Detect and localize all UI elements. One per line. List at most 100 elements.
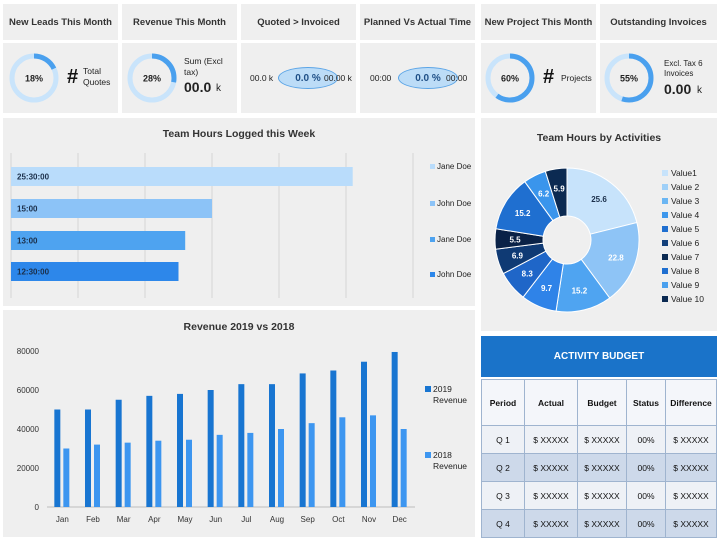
- x-tick-label: Jun: [209, 515, 222, 524]
- revenue-value: 00.0: [184, 79, 212, 95]
- revenue-panel: Revenue 2019 vs 2018 0 20000 40000 60000 800…: [3, 310, 475, 537]
- outstanding-note: Excl. Tax 6 Invoices: [664, 59, 703, 78]
- budget-col-header: Budget: [577, 379, 627, 426]
- budget-header: ACTIVITY BUDGET: [481, 336, 717, 377]
- kpi-header-planned: Planned Vs Actual Time: [360, 4, 475, 40]
- quoted-percent-pill: 0.0 %: [278, 67, 338, 89]
- donut-slice: [580, 221, 640, 299]
- ring-percent-label: 60%: [501, 74, 519, 84]
- revenue-bar: [177, 393, 183, 507]
- kpi-card-new-project: 60% # Projects: [481, 43, 596, 113]
- slice-label: 22.8: [608, 254, 624, 263]
- x-tick-label: May: [177, 515, 192, 524]
- budget-cell: $ XXXXX: [524, 453, 578, 482]
- budget-col-header: Actual: [524, 379, 578, 426]
- x-tick-label: Nov: [362, 515, 376, 524]
- ring-percent-label: 28%: [143, 74, 161, 84]
- legend-swatch: [425, 386, 431, 392]
- revenue-title: Revenue 2019 vs 2018: [183, 321, 295, 333]
- projects-label: Projects: [561, 73, 592, 83]
- outstanding-unit: k: [697, 85, 702, 96]
- legend-swatch: [430, 201, 435, 206]
- kpi-header-label: Outstanding Invoices: [610, 16, 707, 28]
- budget-cell: $ XXXXX: [665, 425, 717, 454]
- budget-cell: $ XXXXX: [577, 453, 627, 482]
- budget-cell: $ XXXXX: [524, 425, 578, 454]
- kpi-card-quoted: 00.0 k 0.0 % 00.00 k: [241, 43, 356, 113]
- slice-label: 6.9: [512, 252, 524, 261]
- revenue-bar: [238, 384, 245, 507]
- revenue-bar: [299, 373, 306, 507]
- legend-label: Value 4: [671, 210, 699, 220]
- revenue-note: Sum (Excl tax): [184, 56, 223, 77]
- legend-label: Jane Doe: [437, 162, 472, 171]
- legend-label: Value1: [671, 168, 697, 178]
- budget-col-header: Difference: [665, 379, 717, 426]
- hours-bar: [11, 262, 179, 281]
- donut-slice: [544, 167, 568, 218]
- slice-label: 25.6: [591, 195, 607, 204]
- revenue-bar: [155, 440, 162, 507]
- total-quotes-label: Total Quotes: [83, 66, 111, 87]
- ring-progress: [127, 53, 177, 103]
- planned-right-value: 00:00: [446, 73, 468, 83]
- kpi-header-new-leads: New Leads This Month: [3, 4, 118, 40]
- budget-cell: 00%: [626, 509, 666, 538]
- revenue-bar: [361, 361, 367, 507]
- kpi-header-label: New Leads This Month: [9, 16, 112, 28]
- budget-title: ACTIVITY BUDGET: [553, 351, 645, 362]
- kpi-header-label: New Project This Month: [484, 16, 593, 28]
- revenue-bar: [216, 434, 223, 507]
- revenue-bar: [247, 432, 254, 507]
- ring-progress: [9, 53, 59, 103]
- slice-label: 9.7: [541, 284, 553, 293]
- budget-cell: 00%: [626, 453, 666, 482]
- hash-icon: #: [67, 66, 79, 88]
- revenue-bar: [115, 399, 122, 507]
- kpi-card-revenue: 28% Sum (Excl tax) 00.0 k: [122, 43, 237, 113]
- budget-cell: 00%: [626, 481, 666, 510]
- budget-cell: $ XXXXX: [577, 509, 627, 538]
- budget-header-row: Period Actual Budget Status Difference: [481, 379, 717, 426]
- budget-cell: $ XXXXX: [665, 509, 717, 538]
- legend-swatch: [662, 184, 668, 190]
- legend-label: Revenue: [433, 395, 467, 405]
- ring-percent-label: 55%: [620, 74, 638, 84]
- x-tick-label: Mar: [117, 515, 131, 524]
- quoted-left-value: 00.0 k: [250, 73, 274, 83]
- revenue-bar: [54, 409, 61, 507]
- hours-bar: [11, 199, 212, 218]
- progress-ring: 18%: [9, 53, 59, 103]
- ring-progress: [604, 53, 654, 103]
- y-tick-label: 60000: [17, 386, 40, 395]
- activities-panel: Team Hours by Activities 25.6 22.8 15.2 9.7…: [481, 118, 717, 331]
- kpi-card-planned: 00:00 0.0 % 00:00: [360, 43, 475, 113]
- ring-percent-label: 18%: [25, 74, 43, 84]
- legend-swatch: [662, 198, 668, 204]
- budget-cell: $ XXXXX: [665, 481, 717, 510]
- team-hours-chart: 25:30:00 15:00 13:00 12:30:00 Jane Doe John …: [10, 153, 472, 298]
- progress-ring: 55%: [604, 53, 654, 103]
- budget-cell: 00%: [626, 425, 666, 454]
- team-hours-title: Team Hours Logged this Week: [162, 128, 316, 140]
- slice-label: 6.2: [538, 190, 550, 199]
- budget-cell: Q 2: [481, 453, 525, 482]
- budget-col-header: Period: [481, 379, 525, 426]
- x-tick-label: Jan: [56, 515, 69, 524]
- revenue-unit: k: [216, 83, 221, 94]
- donut-slice: [566, 167, 638, 235]
- legend-swatch: [662, 212, 668, 218]
- budget-cell: $ XXXXX: [665, 453, 717, 482]
- revenue-bar: [269, 384, 275, 507]
- slice-label: 5.9: [554, 185, 566, 194]
- x-tick-label: Sep: [301, 515, 316, 524]
- legend-swatch: [662, 296, 668, 302]
- kpi-card-new-leads: 18% # Total Quotes: [3, 43, 118, 113]
- kpi-header-label: Planned Vs Actual Time: [363, 16, 472, 28]
- x-tick-label: Jul: [241, 515, 251, 524]
- kpi-card-outstanding: 55% Excl. Tax 6 Invoices 0.00 k: [600, 43, 717, 113]
- revenue-bar: [330, 370, 337, 507]
- revenue-bar: [391, 351, 398, 507]
- legend-label: Value 10: [671, 294, 704, 304]
- slice-label: 15.2: [572, 286, 588, 295]
